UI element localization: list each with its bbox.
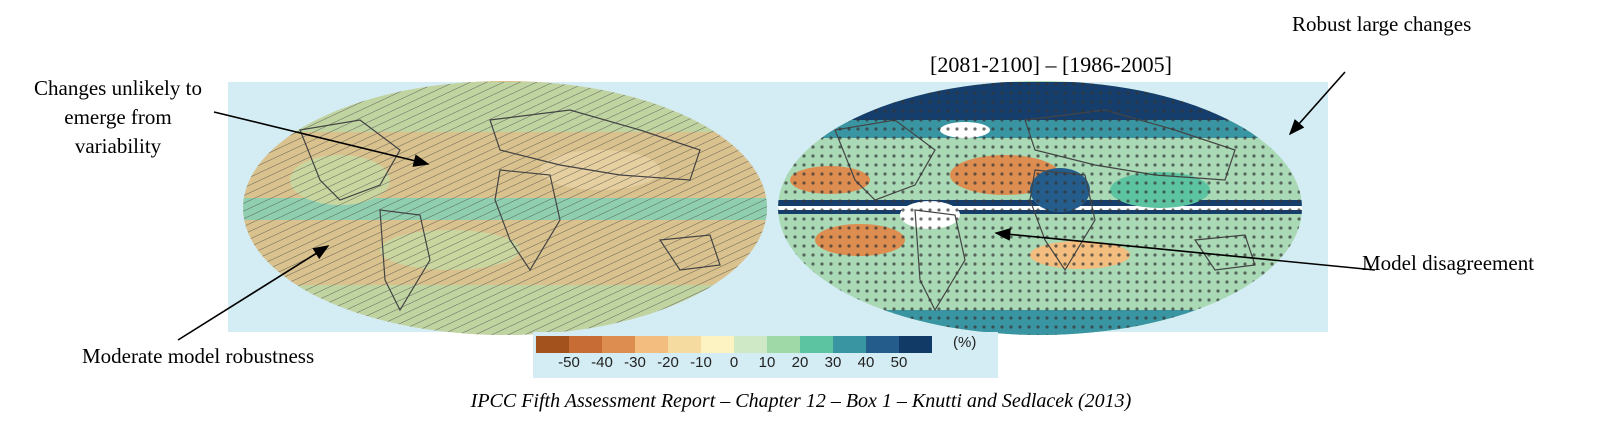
colorbar-swatch	[668, 336, 701, 353]
colorbar-swatch	[833, 336, 866, 353]
left-map	[243, 81, 767, 335]
colorbar-swatch	[602, 336, 635, 353]
annotation-line: Changes unlikely to	[34, 76, 202, 100]
colorbar-tick-label: 30	[824, 354, 842, 371]
colorbar-swatch	[800, 336, 833, 353]
colorbar-swatch	[569, 336, 602, 353]
period-title: [2081-2100] – [1986-2005]	[930, 52, 1172, 77]
colorbar-swatch	[536, 336, 569, 353]
source-caption: IPCC Fifth Assessment Report – Chapter 1…	[470, 390, 1132, 412]
annotation-unlikely-changes: Changes unlikely to emerge from variabil…	[18, 74, 218, 161]
colorbar-tick-label: 10	[758, 354, 776, 371]
colorbar-tick-label: -40	[591, 354, 613, 371]
colorbar-swatch	[866, 336, 899, 353]
colorbar-swatch	[734, 336, 767, 353]
colorbar-swatch	[635, 336, 668, 353]
colorbar-unit: (%)	[953, 334, 977, 351]
annotation-line: emerge from	[64, 105, 172, 129]
right-map-stippling	[778, 82, 1302, 335]
annotation-robust-large: Robust large changes	[1292, 12, 1472, 36]
annotation-line: variability	[74, 134, 162, 158]
colorbar-tick-label: 50	[890, 354, 908, 371]
left-map-hatching	[243, 82, 767, 335]
colorbar-swatch	[701, 336, 734, 353]
colorbar: -50 -40 -30 -20 -10 0 10 20 30 40 50 (%)	[533, 332, 998, 378]
colorbar-tick-label: 40	[857, 354, 875, 371]
right-map	[778, 81, 1302, 335]
colorbar-swatch	[767, 336, 800, 353]
colorbar-tick-label: 0	[729, 354, 739, 371]
colorbar-tick-label: -10	[690, 354, 712, 371]
annotation-model-disagreement: Model disagreement	[1362, 251, 1535, 275]
colorbar-tick-label: -50	[558, 354, 580, 371]
annotation-moderate-robustness: Moderate model robustness	[82, 344, 315, 368]
colorbar-tick-label: 20	[791, 354, 809, 371]
colorbar-swatch	[899, 336, 932, 353]
colorbar-tick-label: -30	[624, 354, 646, 371]
colorbar-tick-label: -20	[657, 354, 679, 371]
